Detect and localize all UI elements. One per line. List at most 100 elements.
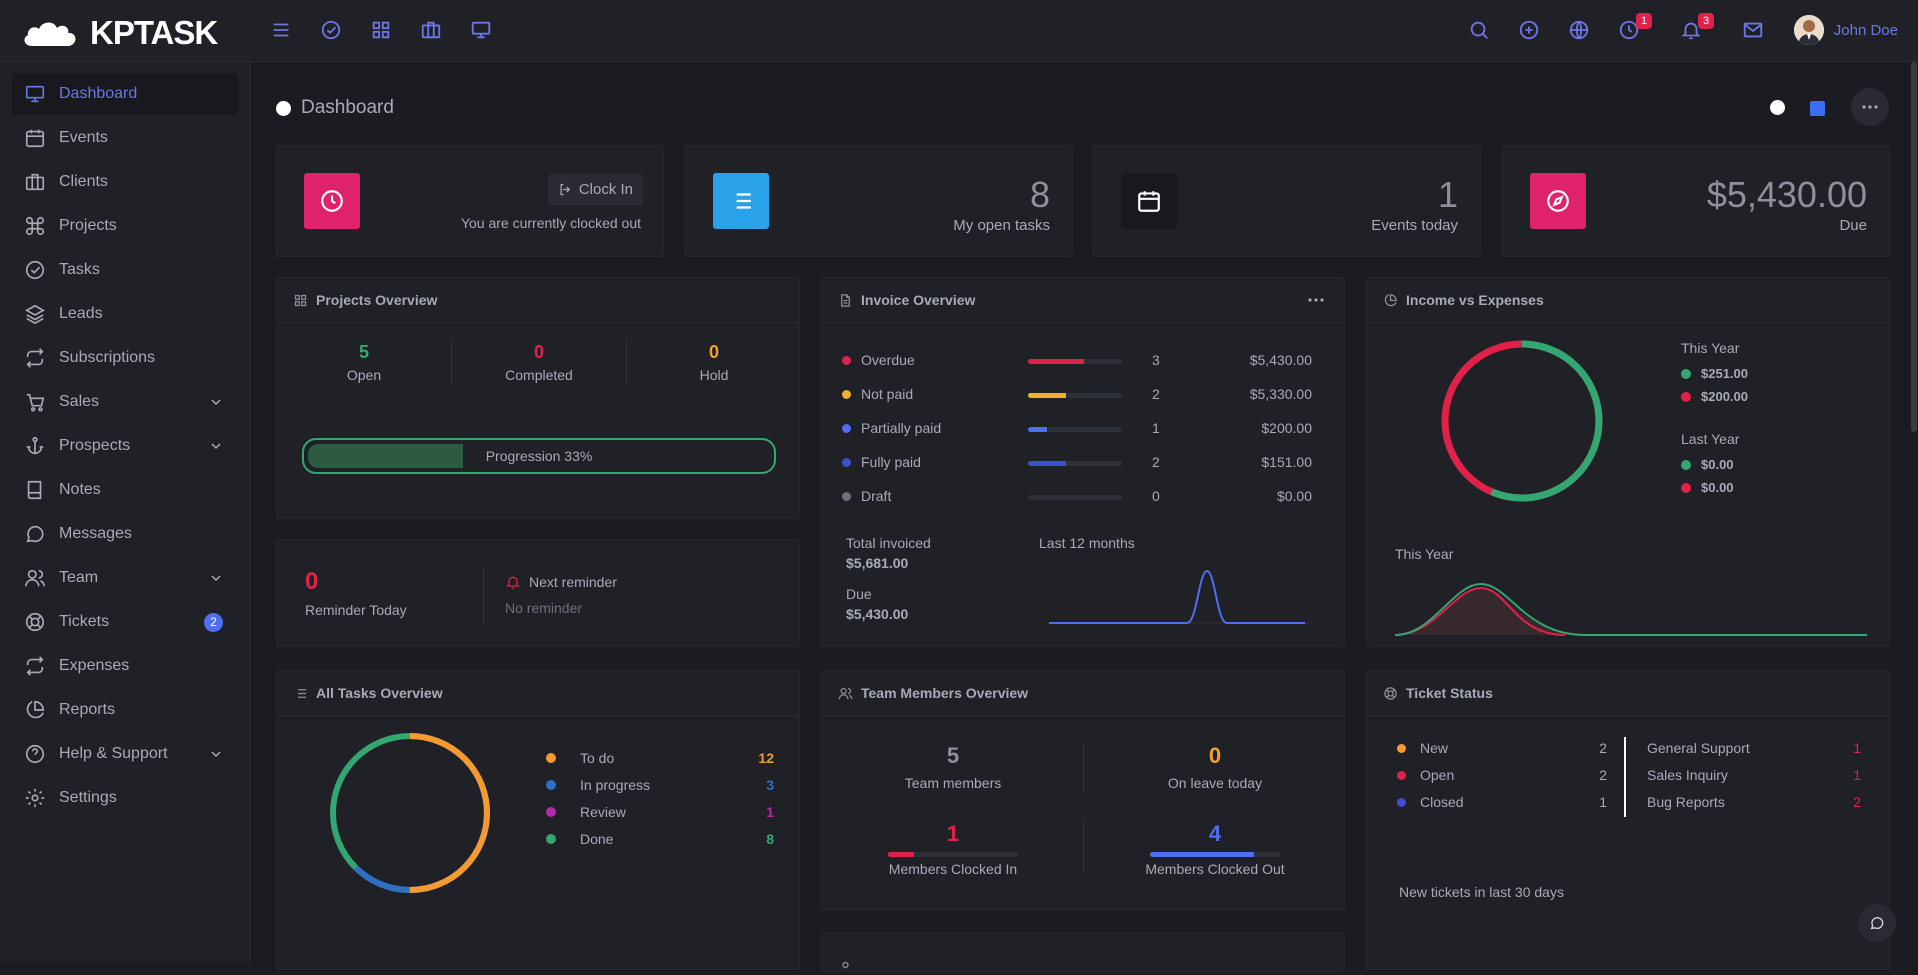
status-dot [842,355,851,365]
ticket-type-count: 1 [1853,740,1861,756]
cart-icon [26,393,45,412]
user-menu[interactable]: John Doe [1793,15,1898,45]
more-horizontal-icon[interactable] [1308,292,1324,308]
task-legend-item[interactable]: In progress 3 [546,775,774,795]
more-horizontal-icon [1862,105,1878,109]
sidebar-item-leads[interactable]: Leads [12,293,238,335]
color-theme-toggle[interactable] [1810,101,1825,116]
ticket-type-item[interactable]: General Support 1 [1647,738,1861,758]
search-icon[interactable] [1468,19,1492,43]
ticket-status-item[interactable]: Closed 1 [1397,792,1607,812]
next-reminder[interactable]: Next reminder [505,574,617,590]
sidebar-item-label: Prospects [59,437,131,454]
chat-button[interactable] [1858,904,1896,942]
team-members-stat[interactable]: 5 Team members [822,743,1084,791]
projects-open-stat[interactable]: 5 Open [277,342,451,383]
events-today-card[interactable]: 1 Events today [1093,145,1481,257]
divider [483,568,484,624]
sidebar-item-events[interactable]: Events [12,117,238,159]
sidebar-item-dashboard[interactable]: Dashboard [12,73,238,115]
grid-icon[interactable] [370,19,394,43]
this-year-expense: $200.00 [1681,389,1748,404]
monitor-icon [25,85,45,103]
this-year-income-value: $251.00 [1701,366,1748,381]
projects-completed-stat[interactable]: 0 Completed [452,342,626,383]
sidebar-item-projects[interactable]: Projects [12,205,238,247]
projects-hold-stat[interactable]: 0 Hold [627,342,801,383]
clock-icon[interactable]: 1 [1618,13,1652,43]
briefcase-icon[interactable] [420,19,444,43]
page-title: Dashboard [301,97,394,118]
invoice-count: 0 [1152,488,1160,504]
ticket-status-label: New [1420,740,1449,756]
sidebar-item-label: Events [59,129,108,146]
invoice-row[interactable]: Draft 0 $0.00 [842,488,1312,508]
sidebar-item-tickets[interactable]: Tickets 2 [12,601,238,643]
more-options-button[interactable] [1851,88,1889,126]
light-theme-toggle[interactable] [1770,100,1785,115]
bell-icon[interactable]: 3 [1680,13,1714,43]
ticket-type-item[interactable]: Bug Reports 2 [1647,792,1861,812]
sidebar-item-tasks[interactable]: Tasks [12,249,238,291]
lifebuoy-icon [1384,686,1397,700]
layers-icon [25,304,45,325]
task-status-count: 1 [766,804,774,820]
invoice-row[interactable]: Partially paid 1 $200.00 [842,420,1312,440]
scrollbar-track[interactable] [1910,62,1918,962]
menu-icon[interactable] [270,19,294,43]
on-leave-stat[interactable]: 0 On leave today [1084,743,1346,791]
sidebar-item-expenses[interactable]: Expenses [12,645,238,687]
invoice-bar [1028,427,1122,432]
ticket-footer: New tickets in last 30 days [1399,884,1564,900]
task-legend-item[interactable]: To do 12 [546,748,774,768]
invoice-bar-fill [1028,427,1047,432]
income-expense-trend-chart [1395,582,1867,636]
clocked-out-stat[interactable]: 4 Members Clocked Out [1084,821,1346,877]
brand-name: KPTASK [90,14,218,51]
scrollbar-thumb[interactable] [1911,62,1917,432]
sidebar-item-label: Messages [59,525,132,542]
invoice-trend-chart [1047,569,1309,624]
invoice-amount: $200.00 [1261,420,1312,436]
sidebar-item-help-support[interactable]: Help & Support [12,733,238,775]
clock-in-button[interactable]: Clock In [547,174,643,205]
sidebar-item-messages[interactable]: Messages [12,513,238,555]
sidebar-item-subscriptions[interactable]: Subscriptions [12,337,238,379]
ticket-status-item[interactable]: New 2 [1397,738,1607,758]
sidebar-item-sales[interactable]: Sales [12,381,238,423]
reminder-card: 0 Reminder Today Next reminder No remind… [276,539,800,647]
clock-icon [304,173,360,229]
clocked-in-stat[interactable]: 1 Members Clocked In [822,821,1084,877]
invoice-row[interactable]: Not paid 2 $5,330.00 [842,386,1312,406]
clocked-out-value: 4 [1208,821,1222,846]
sidebar-item-team[interactable]: Team [12,557,238,599]
task-legend-item[interactable]: Done 8 [546,829,774,849]
task-legend-item[interactable]: Review 1 [546,802,774,822]
ticket-type-item[interactable]: Sales Inquiry 1 [1647,765,1861,785]
sidebar-item-notes[interactable]: Notes [12,469,238,511]
sidebar-item-clients[interactable]: Clients [12,161,238,203]
sidebar-item-settings[interactable]: Settings [12,777,238,819]
expense-dot [1681,482,1691,493]
plus-circle-icon[interactable] [1518,19,1542,43]
invoice-overview-title: Invoice Overview [861,292,976,308]
globe-icon[interactable] [1568,19,1592,43]
reminder-count: 0 [305,568,319,595]
check-circle-icon[interactable] [320,19,344,43]
mail-icon[interactable] [1742,19,1766,43]
clocked-out-label: Members Clocked Out [1145,861,1285,877]
invoice-bar [1028,359,1122,364]
sidebar-item-reports[interactable]: Reports [12,689,238,731]
due-card[interactable]: $5,430.00 Due [1502,145,1890,257]
sidebar-item-label: Notes [59,481,101,498]
invoice-row[interactable]: Fully paid 2 $151.00 [842,454,1312,474]
sidebar-item-prospects[interactable]: Prospects [12,425,238,467]
next-card-partial [821,932,1345,972]
open-tasks-card[interactable]: 8 My open tasks [685,145,1073,257]
invoice-amount: $5,330.00 [1249,386,1312,402]
task-status-label: Review [580,804,626,820]
invoice-row[interactable]: Overdue 3 $5,430.00 [842,352,1312,372]
monitor-icon[interactable] [470,19,494,43]
logo[interactable]: KPTASK [20,14,218,52]
ticket-status-item[interactable]: Open 2 [1397,765,1607,785]
